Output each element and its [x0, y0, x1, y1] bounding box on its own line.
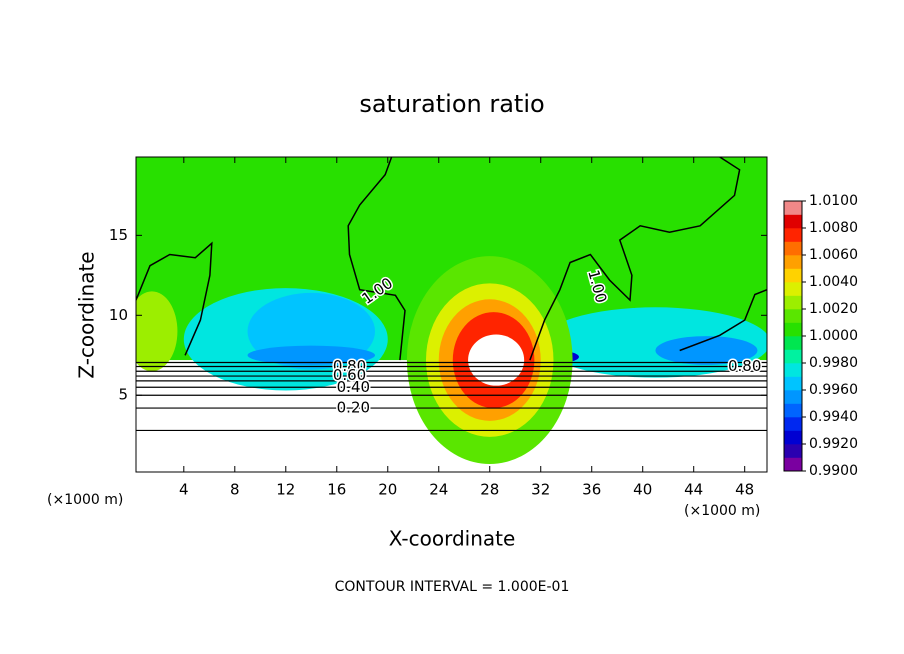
colorbar-tick-label: 0.9920: [809, 436, 858, 452]
colorbar-tick-label: 0.9960: [809, 382, 858, 398]
chart-title: saturation ratio: [359, 90, 544, 118]
colorbar-tick-label: 0.9980: [809, 355, 858, 371]
field-region: [136, 291, 178, 372]
plot-frame: [135, 156, 768, 473]
x-tick-label: 32: [531, 481, 550, 499]
x-tick-label: 8: [230, 481, 240, 499]
colorbar-bin: [784, 282, 802, 296]
colorbar-bin: [784, 201, 802, 215]
colorbar-bin: [784, 309, 802, 323]
x-tick-label: 40: [633, 481, 652, 499]
contours: [136, 157, 767, 432]
colorbar-bin: [784, 268, 802, 283]
x-axis-label: X-coordinate: [389, 527, 516, 551]
contour-interval: CONTOUR INTERVAL = 1.000E-01: [335, 579, 570, 595]
colorbar-bin: [784, 430, 802, 445]
field-region: [655, 336, 758, 365]
field: [136, 157, 767, 465]
y-tick-label: 10: [109, 306, 128, 324]
colorbar-tick-label: 1.0080: [809, 220, 858, 236]
y-tick-label: 15: [109, 226, 128, 244]
x-unit: (×1000 m): [684, 503, 760, 519]
colorbar-bin: [784, 322, 802, 337]
colorbar-tick-label: 1.0040: [809, 274, 858, 290]
colorbar-tick-label: 1.0100: [809, 193, 858, 209]
colorbar-bin: [784, 376, 802, 391]
field-region: [247, 345, 376, 365]
colorbar-bin: [784, 241, 802, 256]
x-tick-label: 16: [327, 481, 346, 499]
colorbar-tick-label: 1.0020: [809, 301, 858, 317]
y-tick-label: 5: [118, 386, 128, 404]
contour-label: 0.60: [333, 366, 366, 384]
contour-line: [347, 157, 406, 361]
colorbar-tick-label: 1.0060: [809, 247, 858, 263]
colorbar-bin: [784, 457, 802, 472]
contour-line: [529, 157, 741, 361]
colorbar-bin: [784, 403, 802, 418]
contour-label: 0.80: [728, 357, 761, 375]
contour-label: 0.40: [337, 378, 370, 396]
colorbar-bin: [784, 349, 802, 364]
colorbar-tick-label: 0.9940: [809, 409, 858, 425]
colorbar-bin: [784, 417, 802, 431]
x-tick-label: 4: [179, 481, 189, 499]
overlay: 1.00 1.000.800.600.400.200.804 8 12 16 20 24 28…: [109, 156, 858, 499]
x-tick-label: 24: [429, 481, 448, 499]
colorbar-bin: [784, 228, 802, 242]
x-tick-label: 28: [480, 481, 499, 499]
colorbar-bin: [784, 336, 802, 350]
y-axis-label: Z-coordinate: [75, 251, 99, 378]
contour-line: [136, 241, 213, 356]
contour-line: [679, 289, 767, 352]
colorbar-bin: [784, 444, 802, 458]
x-tick-label: 12: [276, 481, 295, 499]
y-unit: (×1000 m): [47, 492, 123, 508]
x-tick-label: 48: [735, 481, 754, 499]
colorbar-tick-label: 0.9900: [809, 463, 858, 479]
x-tick-label: 20: [378, 481, 397, 499]
colorbar-tick-label: 1.0000: [809, 328, 858, 344]
colorbar-bin: [784, 295, 802, 310]
x-tick-label: 36: [582, 481, 601, 499]
colorbar-bin: [784, 255, 802, 269]
x-tick-label: 44: [684, 481, 703, 499]
colorbar-bin: [784, 214, 802, 229]
colorbar-bin: [784, 390, 802, 404]
contour-label: 0.80: [333, 357, 366, 375]
colorbar-bin: [784, 363, 802, 377]
field-region: [468, 334, 525, 386]
contour-label: 0.20: [337, 399, 370, 417]
